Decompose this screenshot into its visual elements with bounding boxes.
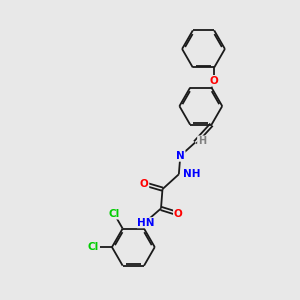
- Text: O: O: [140, 179, 148, 189]
- Text: Cl: Cl: [88, 242, 99, 252]
- Text: O: O: [174, 209, 183, 219]
- Text: O: O: [210, 76, 219, 86]
- Text: Cl: Cl: [108, 208, 120, 219]
- Text: NH: NH: [183, 169, 201, 179]
- Text: N: N: [176, 151, 185, 161]
- Text: H: H: [198, 136, 206, 146]
- Text: HN: HN: [137, 218, 155, 228]
